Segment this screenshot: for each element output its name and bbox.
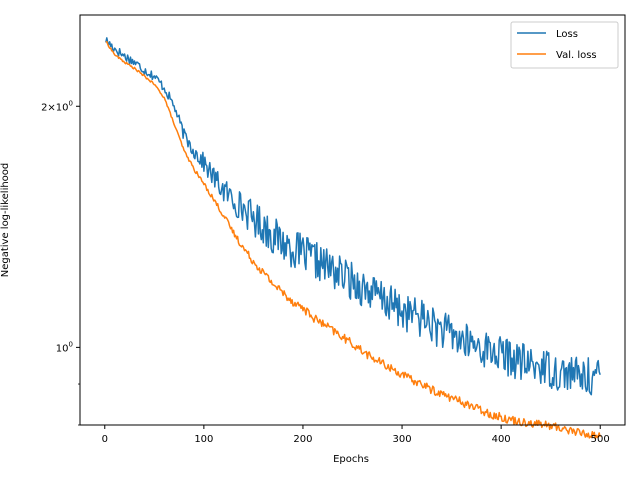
legend: Loss Val. loss — [510, 21, 619, 69]
x-tick-label: 100 — [194, 434, 213, 445]
x-tick-label: 300 — [392, 434, 411, 445]
y-axis-ticks: 100 2×100 — [41, 99, 80, 426]
series-line-loss — [105, 37, 601, 396]
x-tick-label: 0 — [102, 434, 108, 445]
x-tick-label: 400 — [492, 434, 511, 445]
x-axis-label: Epochs — [333, 454, 369, 465]
x-tick-label: 200 — [293, 434, 312, 445]
legend-label-loss: Loss — [556, 29, 578, 40]
x-tick-label: 500 — [591, 434, 610, 445]
y-axis-label: Negative log-likelihood — [0, 163, 11, 278]
legend-label-val-loss: Val. loss — [556, 50, 597, 61]
plot-frame — [79, 14, 626, 426]
y-tick-label: 100 — [56, 340, 73, 354]
series-layer — [105, 37, 601, 440]
y-tick-label: 2×100 — [41, 99, 73, 113]
x-axis-ticks: 0 100 200 300 400 500 — [102, 425, 610, 445]
series-line-val-loss — [105, 41, 601, 440]
